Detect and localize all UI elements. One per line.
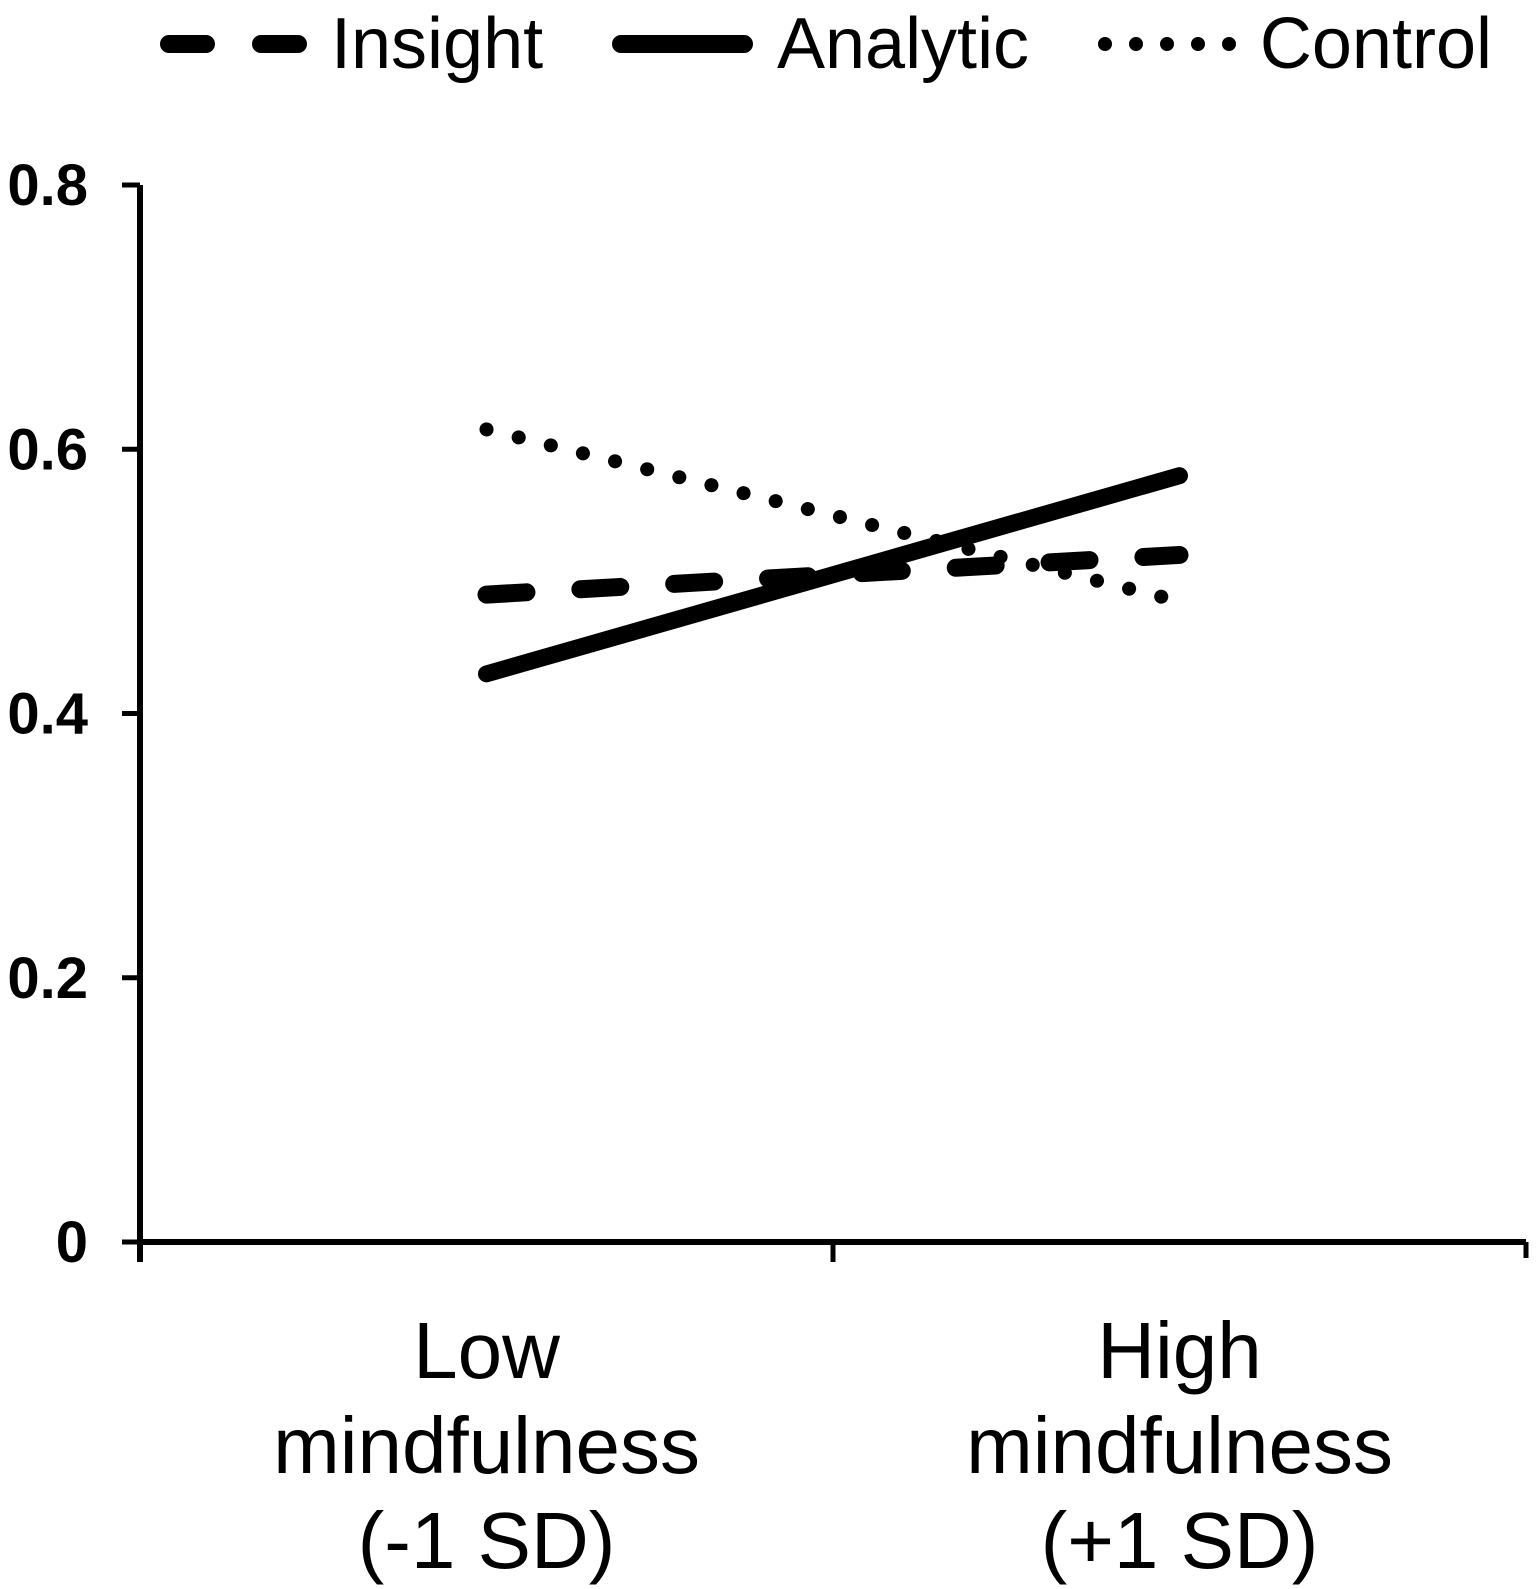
series-line-control bbox=[479, 422, 1187, 609]
legend-label-analytic: Analytic bbox=[776, 4, 1030, 84]
svg-text:0: 0 bbox=[56, 1210, 88, 1275]
svg-text:0.6: 0.6 bbox=[7, 417, 88, 482]
dashed-line-sample-icon bbox=[160, 35, 307, 53]
chart-legend: Insight Analytic Control bbox=[160, 2, 1492, 86]
solid-line-sample-icon bbox=[611, 35, 753, 53]
legend-item-insight: Insight bbox=[160, 8, 543, 80]
series-line-analytic bbox=[478, 467, 1188, 683]
svg-text:0.2: 0.2 bbox=[7, 946, 88, 1011]
legend-label-control: Control bbox=[1259, 4, 1492, 84]
svg-text:0.4: 0.4 bbox=[7, 682, 88, 747]
legend-label-insight: Insight bbox=[331, 4, 544, 84]
dotted-line-sample-icon bbox=[1097, 37, 1236, 51]
svg-text:0.8: 0.8 bbox=[7, 153, 88, 218]
series-line-insight bbox=[477, 545, 1189, 604]
legend-item-analytic: Analytic bbox=[611, 4, 1030, 84]
legend-item-control: Control bbox=[1097, 4, 1492, 84]
